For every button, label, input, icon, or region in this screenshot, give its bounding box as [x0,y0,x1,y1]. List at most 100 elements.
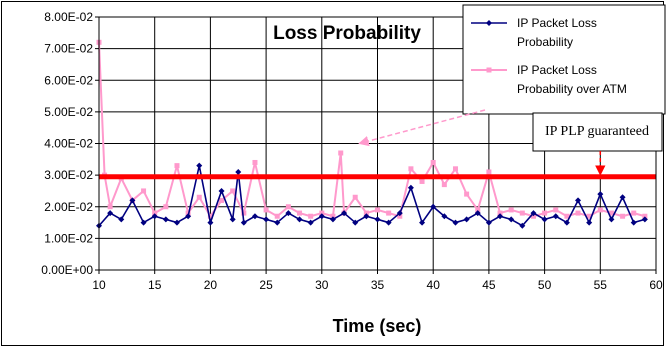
point-ip [563,219,570,226]
point-ip [263,216,270,223]
y-tick-label: 6.00E-02 [44,73,93,87]
legend-marker [486,67,492,73]
point-ip [196,162,203,169]
point-ip [597,191,604,198]
point-ip [396,210,403,217]
point-atm [608,210,614,216]
series-line-atm [98,42,646,218]
point-ip [419,219,426,226]
point-ip [151,213,158,220]
point-ip [162,216,169,223]
point-atm [419,178,425,184]
point-atm [252,159,258,165]
point-atm [163,204,169,210]
point-atm [230,188,236,194]
point-ip [140,219,147,226]
point-ip [118,216,125,223]
point-atm [330,213,336,219]
point-atm [564,213,570,219]
point-ip [608,216,615,223]
legend-item: IP Packet Loss Probability [471,16,597,49]
point-ip [129,197,136,204]
x-tick-label: 20 [204,278,218,292]
point-atm [586,213,592,219]
guaranteed-callout-text: IP PLP guaranteed [545,124,649,139]
x-tick-label: 25 [259,278,273,292]
legend: IP Packet Loss Probability IP Packet Loss P… [462,4,666,115]
point-atm [452,166,458,172]
point-ip [619,194,626,201]
y-tick-label: 4.00E-02 [44,137,93,151]
point-atm [631,210,637,216]
point-atm [107,204,113,210]
x-tick-label: 40 [427,278,441,292]
point-ip [575,197,582,204]
point-ip [235,168,242,175]
point-atm [363,210,369,216]
x-tick-label: 45 [482,278,496,292]
point-ip [497,213,504,220]
x-tick-label: 55 [594,278,608,292]
point-ip [240,219,247,226]
chart-title: Loss Probability [273,23,421,44]
x-tick-label: 35 [371,278,385,292]
x-tick-label: 50 [538,278,552,292]
point-atm [475,207,481,213]
legend-item: IP Packet Loss Probability over ATM [471,63,627,96]
point-ip [508,216,515,223]
x-tick-label: 30 [315,278,329,292]
point-atm [285,204,291,210]
point-ip [463,216,470,223]
point-ip [341,210,348,217]
point-ip [285,210,292,217]
point-ip [329,216,336,223]
y-tick-label: 1.00E-02 [44,231,93,245]
point-ip [229,216,236,223]
point-ip [485,219,492,226]
point-ip [173,219,180,226]
point-atm [542,210,548,216]
point-atm [152,210,158,216]
point-atm [352,194,358,200]
point-atm [174,163,180,169]
point-ip [630,219,637,226]
point-atm [241,210,247,216]
point-atm [338,150,344,156]
point-ip [274,219,281,226]
x-axis-title: Time (sec) [333,316,422,336]
point-atm [508,207,514,213]
point-ip [441,213,448,220]
point-ip [296,216,303,223]
point-atm [575,210,581,216]
y-tick-label: 3.00E-02 [44,168,93,182]
point-atm [386,210,392,216]
y-tick-label: 8.00E-02 [44,10,93,24]
point-ip [218,187,225,194]
point-atm [375,207,380,213]
point-atm [530,213,536,219]
y-tick-label: 7.00E-02 [44,42,93,56]
point-atm [319,210,325,216]
point-ip [251,213,258,220]
point-atm [430,159,436,165]
point-ip [185,213,192,220]
point-ip [452,219,459,226]
point-atm [308,213,314,219]
point-ip [586,219,593,226]
point-atm [141,188,147,194]
point-ip [374,216,381,223]
point-ip [363,213,370,220]
y-tick-label: 2.00E-02 [44,200,93,214]
point-ip [385,219,392,226]
point-ip [641,216,648,223]
point-atm [497,210,503,216]
point-ip [352,219,359,226]
x-tick-label: 10 [92,278,106,292]
point-ip [552,213,559,220]
x-tick-label: 60 [649,278,663,292]
point-atm [441,182,447,188]
point-atm [486,169,492,175]
point-atm [196,194,202,200]
